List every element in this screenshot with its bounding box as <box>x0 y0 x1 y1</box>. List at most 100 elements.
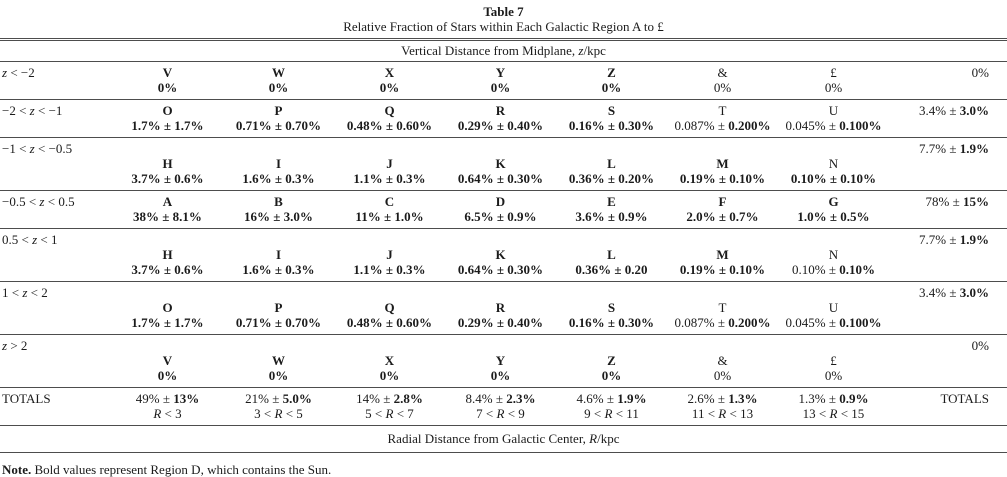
range-pre: 3 < <box>254 406 275 421</box>
value-bold-part: 0.71% ± 0.70% <box>235 118 322 133</box>
region-cell: I 1.6% ± 0.3% <box>223 141 334 186</box>
region-cell: U 0.045% ± 0.100% <box>778 285 889 330</box>
range-variable: z <box>39 194 45 209</box>
region-cell: T 0.087% ± 0.200% <box>667 285 778 330</box>
totals-value: 1.3% ± 0.9% <box>778 391 889 406</box>
region-cell: N 0.10% ± 0.10% <box>778 232 889 277</box>
value-bold-part: 1.3% <box>728 391 758 406</box>
region-letter: U <box>828 103 839 118</box>
region-cell-spacer <box>778 141 889 156</box>
region-letter: V <box>162 65 173 80</box>
region-cell: E 3.6% ± 0.9% <box>556 194 667 224</box>
bottom-axis-post: /kpc <box>597 431 620 446</box>
bottom-axis-variable: R <box>589 431 598 446</box>
top-double-rule <box>0 38 1007 41</box>
region-cell-spacer <box>778 285 889 300</box>
region-value: 1.6% ± 0.3% <box>223 171 334 186</box>
region-cell: J 1.1% ± 0.3% <box>334 141 445 186</box>
region-cell: X 0% <box>334 65 445 95</box>
range-post: < −2 <box>7 65 35 80</box>
region-cell: Z 0% <box>556 338 667 383</box>
value-bold-part: 1.7% ± 1.7% <box>131 118 204 133</box>
region-value: 3.7% ± 0.6% <box>112 262 223 277</box>
region-cell: U 0.045% ± 0.100% <box>778 103 889 133</box>
region-cell: T 0.087% ± 0.200% <box>667 103 778 133</box>
region-cell: B 16% ± 3.0% <box>223 194 334 224</box>
range-variable: z <box>29 103 35 118</box>
region-letter: S <box>607 300 616 315</box>
range-pre: −1 < <box>2 141 30 156</box>
region-cell-spacer <box>223 285 334 300</box>
range-post: < −1 <box>34 103 63 118</box>
region-cell: L 0.36% ± 0.20% <box>556 141 667 186</box>
value-bold-part: 0.29% ± 0.40% <box>457 315 544 330</box>
value-bold-part: 1.1% ± 0.3% <box>353 262 426 277</box>
range-post: < 5 <box>282 406 303 421</box>
region-value: 1.1% ± 0.3% <box>334 262 445 277</box>
value-bold-part: 0% <box>601 368 622 383</box>
region-letter: & <box>717 65 728 80</box>
region-value: 0% <box>445 368 556 383</box>
region-cell: D 6.5% ± 0.9% <box>445 194 556 224</box>
note-label: Note. <box>2 462 32 477</box>
row-range-label: z > 2 <box>0 338 112 383</box>
value-bold-part: 1.9% <box>617 391 647 406</box>
region-value: 0.16% ± 0.30% <box>556 315 667 330</box>
value-normal-part: 4.6% ± <box>576 391 618 406</box>
row-total: 78% ± 15% <box>889 194 1007 224</box>
value-bold-part: 5.0% <box>282 391 312 406</box>
region-value: 0% <box>667 368 778 383</box>
value-bold-part: 0.10% ± 0.10% <box>790 171 877 186</box>
region-cell: Q 0.48% ± 0.60% <box>334 103 445 133</box>
region-letter: U <box>828 300 839 315</box>
region-cell: X 0% <box>334 338 445 383</box>
radial-range: 11 < R < 13 <box>667 406 778 421</box>
region-value: 0% <box>112 368 223 383</box>
value-bold-part: 0% <box>157 80 178 95</box>
region-letter: P <box>274 103 283 118</box>
region-cell: H 3.7% ± 0.6% <box>112 141 223 186</box>
region-cell-spacer <box>112 141 223 156</box>
value-bold-part: 38% ± 8.1% <box>133 209 202 224</box>
region-value: 0% <box>667 80 778 95</box>
row-total: 0% <box>889 338 1007 383</box>
value-normal-part: 0% <box>713 80 732 95</box>
value-bold-part: 1.1% ± 0.3% <box>353 171 426 186</box>
range-pre: 7 < <box>476 406 497 421</box>
region-cell-spacer <box>334 285 445 300</box>
value-bold-part: 0% <box>379 80 400 95</box>
region-letter: V <box>162 353 173 368</box>
region-cell: R 0.29% ± 0.40% <box>445 103 556 133</box>
value-bold-part: 0.48% ± 0.60% <box>346 118 433 133</box>
region-value: 0% <box>334 80 445 95</box>
value-bold-part: 0.200% <box>728 315 771 330</box>
region-value: 0.48% ± 0.60% <box>334 118 445 133</box>
region-cell: & 0% <box>667 338 778 383</box>
totals-value: 49% ± 13% <box>112 391 223 406</box>
value-normal-part: 0% <box>971 338 989 353</box>
range-post: < 9 <box>504 406 525 421</box>
range-pre: −0.5 < <box>2 194 40 209</box>
value-bold-part: 1.9% <box>959 141 989 156</box>
region-value: 0.48% ± 0.60% <box>334 315 445 330</box>
region-letter: K <box>495 156 506 171</box>
range-post: > 2 <box>7 338 28 353</box>
region-cell: £0% <box>778 65 889 95</box>
totals-cell: 1.3% ± 0.9% 13 < R < 15 <box>778 391 889 421</box>
value-bold-part: 15% <box>963 194 989 209</box>
region-cell: Z 0% <box>556 65 667 95</box>
region-cell-spacer <box>223 338 334 353</box>
value-normal-part: 8.4% ± <box>465 391 507 406</box>
radial-range: 13 < R < 15 <box>778 406 889 421</box>
region-cell-spacer <box>445 338 556 353</box>
value-normal-part: 0% <box>824 80 843 95</box>
value-bold-part: 13% <box>173 391 200 406</box>
value-bold-part: 16% ± 3.0% <box>244 209 313 224</box>
region-cell-spacer <box>667 338 778 353</box>
region-letter: X <box>384 65 395 80</box>
totals-cell: 21% ± 5.0% 3 < R < 5 <box>223 391 334 421</box>
range-post: < 15 <box>837 406 865 421</box>
totals-value: 4.6% ± 1.9% <box>556 391 667 406</box>
range-pre: 5 < <box>365 406 386 421</box>
value-bold-part: 1.9% <box>959 232 989 247</box>
